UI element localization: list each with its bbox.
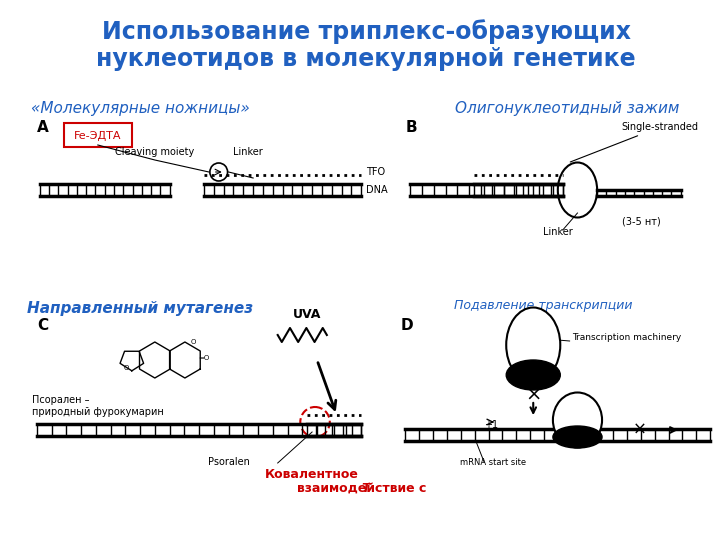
Text: Подавление транскрипции: Подавление транскрипции xyxy=(454,299,632,312)
Text: Ковалентное: Ковалентное xyxy=(265,468,359,481)
Text: B: B xyxy=(405,120,417,135)
Text: Т: Т xyxy=(361,482,370,495)
Text: D: D xyxy=(400,318,413,333)
FancyBboxPatch shape xyxy=(64,123,132,147)
Text: Linker: Linker xyxy=(543,227,572,237)
Text: Псорален –
природный фурокумарин: Псорален – природный фурокумарин xyxy=(32,395,163,416)
Text: +1: +1 xyxy=(484,420,498,430)
Text: =O: =O xyxy=(198,355,209,361)
Ellipse shape xyxy=(506,307,560,382)
Text: O: O xyxy=(191,339,197,345)
Text: mRNA start site: mRNA start site xyxy=(459,458,526,467)
Text: ×: × xyxy=(525,386,541,404)
Text: DNA: DNA xyxy=(366,185,388,195)
Ellipse shape xyxy=(553,393,602,448)
Text: ×: × xyxy=(632,421,647,439)
Text: Fe-ЭДТА: Fe-ЭДТА xyxy=(74,131,122,141)
Text: взаимодействие с: взаимодействие с xyxy=(297,482,431,495)
Text: «Молекулярные ножницы»: «Молекулярные ножницы» xyxy=(31,100,249,116)
Text: Использование триплекс-образующих
нуклеотидов в молекулярной генетике: Использование триплекс-образующих нуклео… xyxy=(96,19,636,71)
Ellipse shape xyxy=(506,360,560,390)
Text: O: O xyxy=(124,365,129,371)
Text: TFO: TFO xyxy=(366,167,385,177)
Text: Single-stranded: Single-stranded xyxy=(570,122,698,162)
Text: Cleaving moiety: Cleaving moiety xyxy=(115,147,194,157)
Text: Олигонуклеотидный зажим: Олигонуклеотидный зажим xyxy=(456,100,680,116)
Text: Transcription machinery: Transcription machinery xyxy=(572,333,682,342)
Text: C: C xyxy=(37,318,48,333)
Ellipse shape xyxy=(553,426,602,448)
Text: UVA: UVA xyxy=(292,308,321,321)
Text: Направленный мутагенез: Направленный мутагенез xyxy=(27,300,253,315)
Text: A: A xyxy=(37,120,49,135)
Text: Psoralen: Psoralen xyxy=(207,457,250,467)
Text: Linker: Linker xyxy=(233,147,263,157)
Text: (3-5 нт): (3-5 нт) xyxy=(621,217,660,227)
